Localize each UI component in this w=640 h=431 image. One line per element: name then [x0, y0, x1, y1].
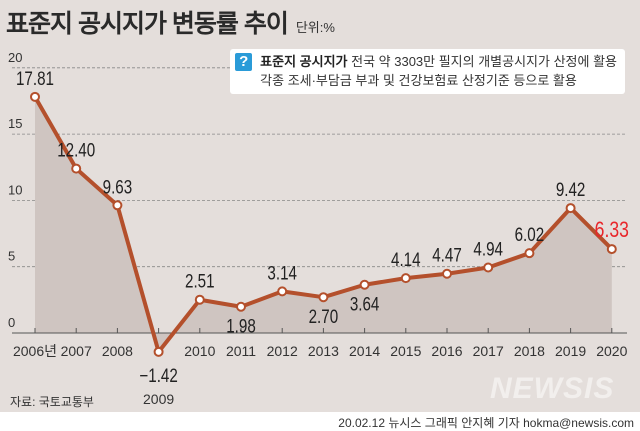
data-point	[442, 268, 452, 279]
data-point	[112, 200, 123, 211]
line-chart: 0 5 10 15 20 2006년 2007 2008 2009 2010 2011 2012 201…	[8, 50, 629, 407]
note-line-2: 각종 조세·부담금 부과 및 건강보험료 산정기준 등으로 활용	[260, 73, 577, 88]
data-point	[359, 279, 370, 290]
data-point	[483, 262, 494, 273]
x-tick-label: 2012	[267, 343, 298, 359]
data-point	[277, 286, 288, 297]
source: 자료: 국토교통부	[10, 395, 94, 409]
data-label: 4.94	[473, 238, 503, 260]
credit: 20.02.12 뉴시스 그래픽 안지혜 기자 hokma@newsis.com	[338, 416, 634, 430]
x-tick-label: 2013	[308, 343, 339, 359]
data-label: 4.14	[391, 248, 421, 270]
x-tick-label: 2010	[184, 343, 215, 359]
data-label: 17.81	[16, 67, 54, 89]
data-point	[606, 244, 617, 255]
data-label: 2.51	[185, 270, 215, 292]
x-tick-label: 2007	[61, 343, 92, 359]
data-point	[318, 292, 329, 303]
x-tick-label: 2008	[102, 343, 133, 359]
data-label: 4.47	[432, 244, 462, 266]
data-point	[194, 294, 205, 305]
data-point	[153, 346, 164, 357]
data-point	[400, 273, 411, 284]
y-tick-label: 10	[8, 182, 22, 197]
y-tick-label: 0	[8, 315, 15, 330]
data-point	[30, 91, 40, 102]
y-tick-label: 5	[8, 249, 15, 264]
x-tick-label: 2017	[473, 343, 504, 359]
note-term: 표준지 공시지가	[260, 54, 348, 69]
y-tick-label: 15	[8, 116, 22, 131]
x-tick-label: 2011	[226, 343, 256, 359]
data-label: 2.70	[309, 306, 339, 328]
data-point	[236, 301, 246, 312]
data-label: 6.33	[595, 218, 629, 242]
note-box: ? 표준지 공시지가 전국 약 3303만 필지의 개별공시지가 산정에 활용 …	[230, 49, 625, 94]
data-label: 1.98	[226, 315, 256, 337]
x-tick-label: 2009	[143, 391, 174, 407]
data-label: 9.63	[103, 176, 133, 198]
note-text-1: 전국 약 3303만 필지의 개별공시지가 산정에 활용	[351, 54, 617, 69]
data-label: 3.14	[267, 262, 297, 284]
data-label: 9.42	[556, 178, 586, 200]
data-label: 3.64	[350, 293, 380, 315]
x-tick-label: 2020	[596, 343, 627, 359]
data-point	[71, 163, 82, 174]
data-label: 6.02	[515, 224, 545, 246]
x-tick-label: 2019	[555, 343, 586, 359]
area-fill	[35, 96, 612, 352]
x-tick-label: 2018	[514, 343, 545, 359]
header: 표준지 공시지가 변동률 추이 단위:%	[6, 4, 335, 40]
x-tick-label: 2014	[349, 343, 380, 359]
unit-label: 단위:%	[295, 20, 335, 35]
note-line-1: 표준지 공시지가 전국 약 3303만 필지의 개별공시지가 산정에 활용	[260, 52, 617, 71]
data-label: −1.42	[139, 364, 177, 386]
data-point	[565, 203, 576, 214]
y-tick-label: 20	[8, 50, 22, 65]
watermark-logo: NEWSIS	[490, 372, 615, 405]
x-tick-label: 2016	[431, 343, 462, 359]
data-label: 12.40	[57, 139, 95, 161]
data-point	[524, 248, 535, 259]
question-icon: ?	[235, 53, 253, 71]
chart-title: 표준지 공시지가 변동률 추이	[6, 10, 289, 38]
x-tick-label: 2006년	[13, 343, 57, 359]
x-tick-label: 2015	[390, 343, 421, 359]
